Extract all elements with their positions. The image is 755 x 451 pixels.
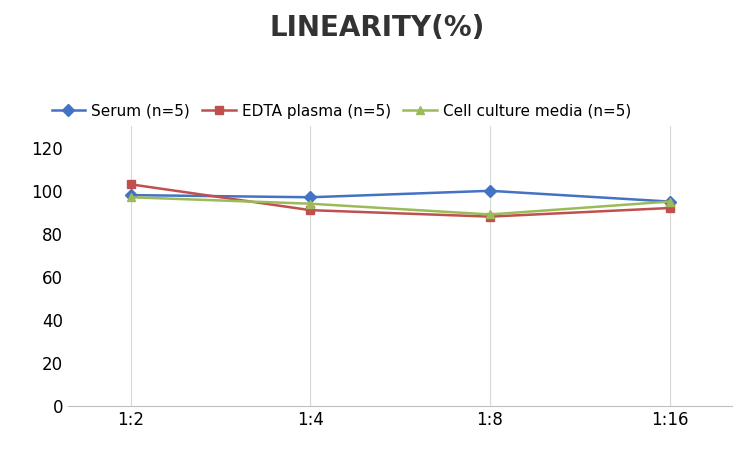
Cell culture media (n=5) — [485, 212, 495, 217]
Serum (n=5) — [306, 194, 315, 200]
Serum (n=5) — [126, 193, 135, 198]
Text: LINEARITY(%): LINEARITY(%) — [270, 14, 485, 41]
EDTA plasma (n=5) — [485, 214, 495, 219]
Cell culture media (n=5) — [126, 194, 135, 200]
Cell culture media (n=5) — [306, 201, 315, 207]
Line: Cell culture media (n=5): Cell culture media (n=5) — [127, 193, 673, 219]
Legend: Serum (n=5), EDTA plasma (n=5), Cell culture media (n=5): Serum (n=5), EDTA plasma (n=5), Cell cul… — [45, 98, 637, 125]
Cell culture media (n=5) — [665, 199, 674, 204]
Line: EDTA plasma (n=5): EDTA plasma (n=5) — [127, 180, 673, 221]
Serum (n=5) — [485, 188, 495, 193]
EDTA plasma (n=5) — [665, 205, 674, 211]
Line: Serum (n=5): Serum (n=5) — [127, 187, 673, 206]
EDTA plasma (n=5) — [306, 207, 315, 213]
EDTA plasma (n=5) — [126, 182, 135, 187]
Serum (n=5) — [665, 199, 674, 204]
